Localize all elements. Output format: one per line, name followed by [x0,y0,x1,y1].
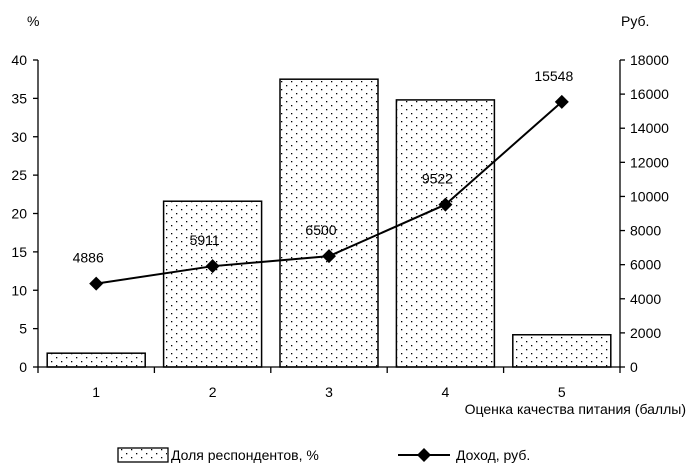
bar-pattern [162,200,263,368]
income-data-label: 5911 [190,232,220,248]
y-right-tick-label: 18000 [630,52,669,68]
y-right-tick-label: 16000 [630,86,669,102]
income-data-label: 15548 [534,68,573,84]
legend-item-bars: Доля респондентов, % [117,447,319,463]
y-axis-left-label: % [27,13,39,29]
y-left-tick-label: 30 [11,129,27,145]
x-tick-label: 5 [558,384,566,400]
y-right-tick-label: 6000 [630,257,661,273]
legend-swatch-bars-fill [119,449,167,461]
income-marker [89,276,104,291]
y-right-tick-label: 12000 [630,154,669,170]
income-line: 4886 5911 6500 9522 15548 [73,68,573,291]
bar-pattern [46,352,146,368]
y-right-tick-label: 4000 [630,291,661,307]
income-marker [554,94,569,109]
bar-pattern [279,78,379,368]
bar-pattern [395,99,496,368]
y-axis-left: 0 5 10 15 20 25 30 35 40 [11,52,38,375]
x-tick-label: 3 [325,384,333,400]
income-marker [205,259,220,274]
income-data-label: 9522 [422,171,453,187]
legend-swatch-marker [417,448,431,462]
x-axis: 1 2 3 4 5 [37,367,621,400]
x-tick-label: 1 [92,384,100,400]
y-left-tick-label: 20 [11,206,27,222]
income-data-label: 6500 [305,222,336,238]
legend-label-line: Доход, руб. [456,447,530,463]
y-left-tick-label: 5 [19,321,27,337]
x-axis-label: Оценка качества питания (баллы) [465,401,686,417]
y-left-tick-label: 25 [11,167,27,183]
y-right-tick-label: 0 [630,359,638,375]
income-marker [322,249,336,264]
y-left-tick-label: 35 [11,90,27,106]
legend: Доля респондентов, % Доход, руб. [117,447,530,463]
y-left-tick-label: 15 [11,244,27,260]
y-left-tick-label: 0 [19,359,27,375]
bar-pattern [512,334,612,368]
y-left-tick-label: 10 [11,282,27,298]
y-axis-right: 0 2000 4000 6000 8000 10000 12000 14000 16000 180… [620,52,669,375]
y-right-tick-label: 8000 [630,223,661,239]
y-axis-right-label: Руб. [621,13,649,29]
income-data-label: 4886 [73,250,104,266]
y-right-tick-label: 14000 [630,120,669,136]
y-right-tick-label: 2000 [630,325,661,341]
legend-label-bars: Доля респондентов, % [171,447,319,463]
y-right-tick-label: 10000 [630,188,669,204]
x-tick-label: 2 [209,384,217,400]
legend-item-line: Доход, руб. [398,447,530,463]
x-tick-label: 4 [442,384,450,400]
y-left-tick-label: 40 [11,52,27,68]
income-marker [438,197,453,212]
bars [46,78,612,368]
